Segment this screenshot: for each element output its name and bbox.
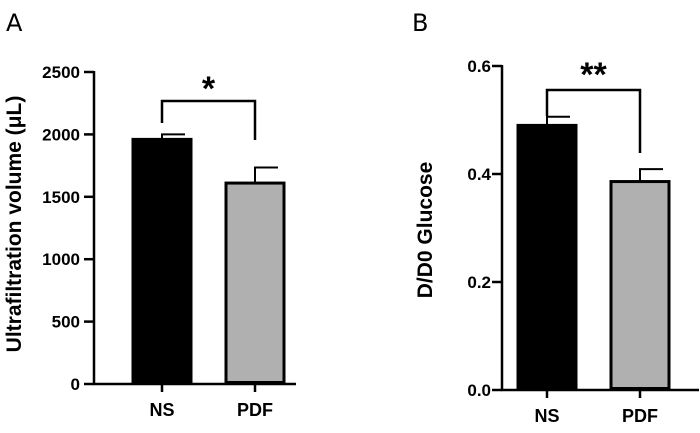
panel-a-letter: A xyxy=(6,9,23,37)
panel-a-y-tick-label: 2500 xyxy=(42,63,80,82)
panel-b-significance-stars: ** xyxy=(580,56,607,94)
panel-a-x-tick-label: PDF xyxy=(237,400,273,420)
panel-b-x-tick-label: PDF xyxy=(622,406,658,426)
panel-b-y-axis-label: D/D0 Glucose xyxy=(414,162,437,299)
panel-a-y-tick-label: 2000 xyxy=(42,125,80,144)
panel-b-x-tick-label: NS xyxy=(534,406,559,426)
panel-b-y-tick-label: 0.4 xyxy=(467,165,491,184)
panel-a-y-tick-label: 1000 xyxy=(42,250,80,269)
panel-a-y-tick-label: 1500 xyxy=(42,188,80,207)
panel-b-letter: B xyxy=(412,9,428,37)
panel-a-y-tick-label: 500 xyxy=(52,313,80,332)
panel-b-bar-pdf xyxy=(609,180,671,390)
panel-b-y-tick-label: 0.6 xyxy=(467,57,491,76)
panel-a-significance-stars: * xyxy=(202,70,216,108)
panel-a: A Ultrafiltration volume (μL) NS PDF 0 500 1… xyxy=(3,9,296,420)
panel-b-significance-bracket xyxy=(545,88,642,153)
panel-b-y-tick-label: 0.2 xyxy=(467,273,491,292)
panel-b-y-tick-label: 0.0 xyxy=(467,381,491,400)
panel-a-significance-bracket xyxy=(160,99,257,140)
panel-b: B D/D0 Glucose NS PDF 0.0 0.2 0.4 0.6 ** xyxy=(412,9,699,426)
panel-a-plot-area: NS PDF 0 500 1000 1500 2000 2500 * xyxy=(42,63,296,420)
panel-a-bar-ns xyxy=(131,137,193,384)
panel-a-x-tick-label: NS xyxy=(149,400,174,420)
panel-a-bar-pdf xyxy=(224,181,286,384)
panel-b-plot-area: NS PDF 0.0 0.2 0.4 0.6 ** xyxy=(467,56,699,426)
panel-a-y-axis-label: Ultrafiltration volume (μL) xyxy=(3,96,26,353)
panel-a-y-tick-label: 0 xyxy=(71,375,80,394)
panel-b-bar-ns xyxy=(516,123,578,391)
